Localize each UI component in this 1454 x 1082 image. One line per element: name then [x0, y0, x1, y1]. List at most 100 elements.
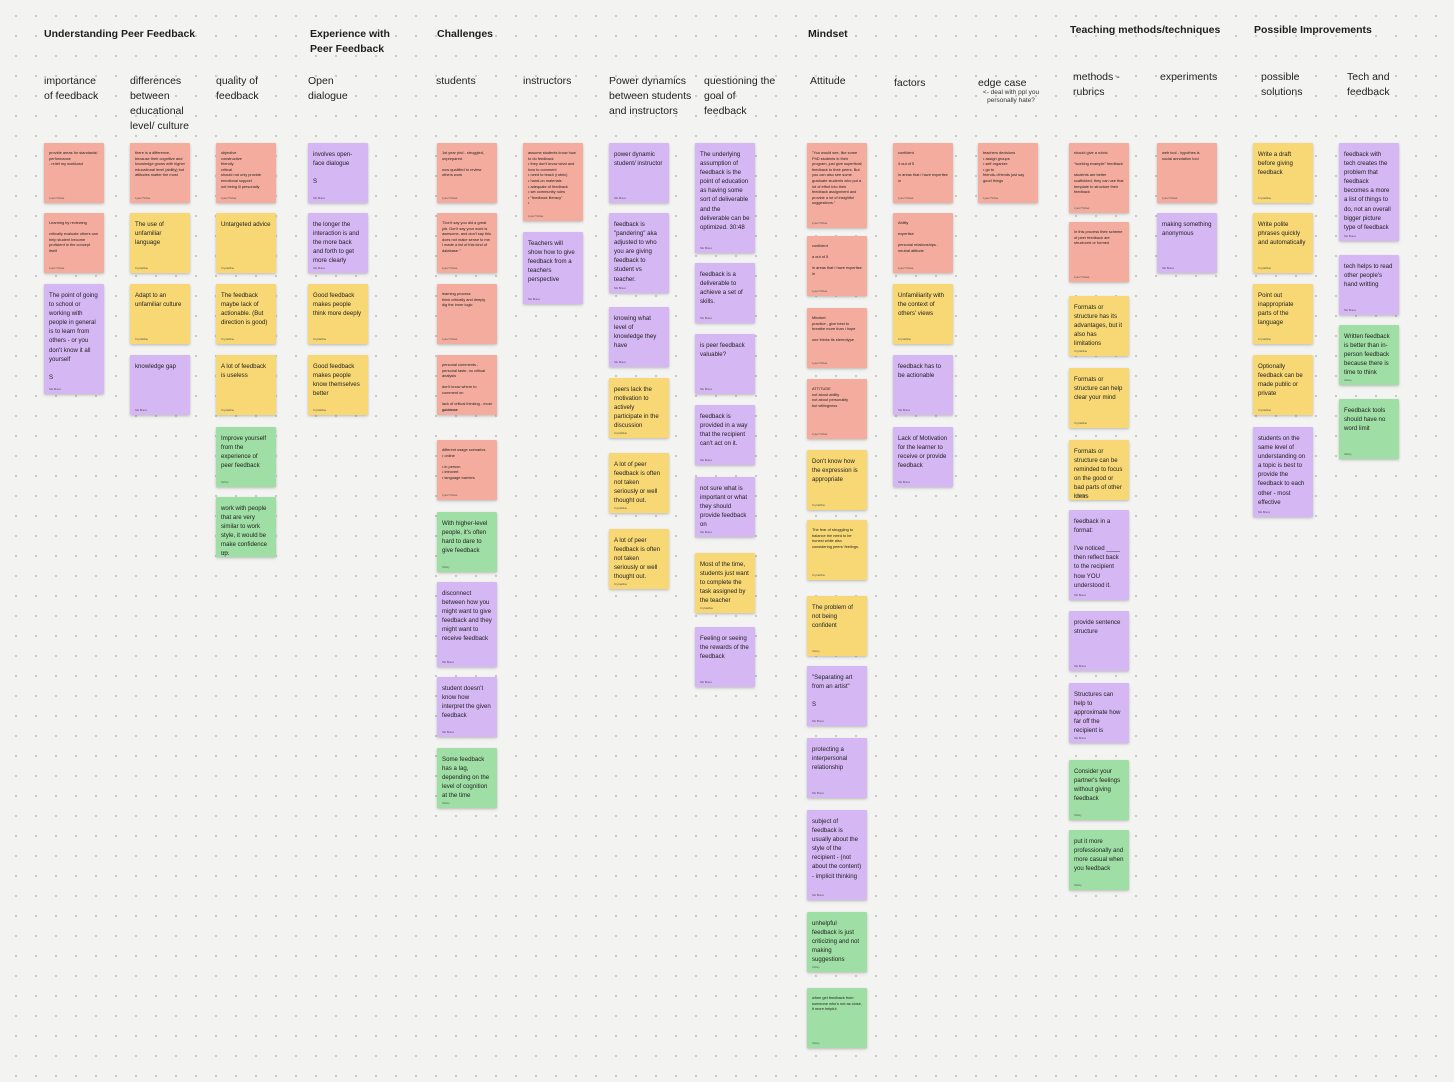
sticky-note[interactable]: The point of going to school or working … [44, 284, 104, 394]
sticky-note[interactable]: "You would see, like some PhD students i… [807, 143, 867, 228]
sticky-note[interactable]: tech helps to read other people's hand w… [1339, 255, 1399, 315]
sticky-note-author: Crystalline [812, 503, 826, 507]
sticky-note[interactable]: Formats or structure has its advantages,… [1069, 296, 1129, 356]
sticky-note[interactable]: is peer feedback valuable? Nik Bravo [695, 334, 755, 394]
sticky-note[interactable]: confident 4 out of 5 in areas that i hav… [893, 143, 953, 203]
sticky-note[interactable]: The underlying assumption of feedback is… [695, 143, 755, 253]
sticky-note-author: Nik Bravo [442, 730, 455, 734]
sticky-note[interactable]: The problem of not being confident Velmy [807, 596, 867, 656]
sticky-note[interactable]: web tool - hypothes.is social annotation… [1157, 143, 1217, 203]
column-header-questioning: questioning the goal of feedback [704, 75, 776, 117]
sticky-note[interactable]: ATTITUDE not about ability not about per… [807, 379, 867, 439]
sticky-note[interactable]: Optionally feedback can be made public o… [1253, 355, 1313, 415]
sticky-note-text: Consider your partner's feelings without… [1074, 768, 1121, 803]
sticky-note[interactable]: teachers decisions • assign groups • sel… [978, 143, 1038, 203]
sticky-note[interactable]: assume students know how to do feedback … [523, 143, 583, 221]
sticky-note-author: Crystalline [614, 582, 628, 586]
sticky-note[interactable]: peers lack the motivation to actively pa… [609, 378, 669, 438]
sticky-note[interactable]: A lot of peer feedback is often not take… [609, 529, 669, 589]
sticky-note[interactable]: put it more professionally and more casu… [1069, 830, 1129, 890]
sticky-note[interactable]: Some feedback has a lag, depending on th… [437, 748, 497, 808]
sticky-note[interactable]: Write a draft before giving feedback Crys… [1253, 143, 1313, 203]
sticky-note[interactable]: should give a rubric "working example" f… [1069, 143, 1129, 213]
sticky-note-author: Lysel Tishas [812, 289, 828, 293]
sticky-note-text: feedback has to be actionable [898, 363, 942, 380]
sticky-note[interactable]: Write polite phrases quickly and automat… [1253, 213, 1313, 273]
sticky-note[interactable]: Structures can help to approximate how f… [1069, 683, 1129, 743]
sticky-note-text: the longer the interaction is and the mo… [313, 221, 360, 265]
sticky-note[interactable]: feedback with tech creates the problem t… [1339, 143, 1399, 241]
sticky-note-author: Lysel Tishas [812, 432, 828, 436]
sticky-note[interactable]: work with people that are very similar t… [216, 497, 276, 557]
sticky-note-text: there is a difference, because their cog… [135, 150, 185, 178]
sticky-note[interactable]: confident a out of 5 in areas that i hav… [807, 236, 867, 296]
sticky-note[interactable]: not sure what is important or what they … [695, 477, 755, 537]
sticky-note[interactable]: feedback in a format: I've noticed ____ … [1069, 510, 1129, 600]
sticky-note-text: The feedback maybe lack of actionable. (… [221, 292, 268, 327]
sticky-note[interactable]: Point out inappropriate parts of the lan… [1253, 284, 1313, 344]
sticky-note[interactable]: involves open-face dialogue S Nik Bravo [308, 143, 368, 203]
sticky-note[interactable]: feedback is a deliverable to achieve a s… [695, 263, 755, 323]
sticky-note[interactable]: Written feedback is better than in-perso… [1339, 325, 1399, 385]
sticky-note[interactable]: knowledge gap Nik Bravo [130, 355, 190, 415]
sticky-note[interactable]: provide areas for standards/ performance… [44, 143, 104, 203]
sticky-note[interactable]: In this process their scheme of peer fee… [1069, 222, 1129, 282]
section-title-improvements: Possible Improvements [1254, 24, 1372, 36]
sticky-note[interactable]: The feedback maybe lack of actionable. (… [216, 284, 276, 344]
sticky-note[interactable]: there is a difference, because their cog… [130, 143, 190, 203]
sticky-note[interactable]: unhelpful feedback is just criticizing a… [807, 912, 867, 972]
sticky-note[interactable]: Good feedback makes people know themselv… [308, 355, 368, 415]
sticky-note[interactable]: Consider your partner's feelings without… [1069, 760, 1129, 820]
sticky-note[interactable]: A lot of peer feedback is often not take… [609, 453, 669, 513]
sticky-note[interactable]: feedback is provided in a way that the r… [695, 405, 755, 465]
sticky-note[interactable]: "Don't say you did a great job. Don't sa… [437, 213, 497, 273]
sticky-note[interactable]: Learning by reviewing critically evaluat… [44, 213, 104, 273]
sticky-note[interactable]: Formats or structure can help clear your… [1069, 368, 1129, 428]
sticky-note[interactable]: Untargeted advice Crystalline [216, 213, 276, 273]
sticky-note-author: Crystalline [614, 431, 628, 435]
sticky-note[interactable]: 1st year phd - struggled, unprepared now… [437, 143, 497, 203]
section-title-experience: Experience with Peer Feedback [310, 28, 390, 55]
sticky-note[interactable]: different usage scenarios • online • in … [437, 440, 497, 500]
sticky-note[interactable]: Unfamiliarity with the context of others… [893, 284, 953, 344]
sticky-note[interactable]: objective constructive friendly critical… [216, 143, 276, 203]
sticky-note-text: objective constructive friendly critical… [221, 150, 262, 189]
sticky-note[interactable]: the longer the interaction is and the mo… [308, 213, 368, 273]
sticky-note[interactable]: personal comments - personal taste, no c… [437, 355, 497, 415]
sticky-note[interactable]: student doesn't know how interpret the g… [437, 677, 497, 737]
sticky-note-author: Nik Bravo [700, 246, 713, 250]
sticky-note[interactable]: protecting a interpersonal relationship N… [807, 738, 867, 798]
sticky-note[interactable]: Formats or structure can be reminded to … [1069, 440, 1129, 500]
sticky-note[interactable]: Don't know how the expression is appropr… [807, 450, 867, 510]
sticky-note[interactable]: Feeling or seeing the rewards of the fee… [695, 627, 755, 687]
sticky-note[interactable]: Most of the time, students just want to … [695, 553, 755, 613]
sticky-note[interactable]: knowing what level of knowledge they hav… [609, 307, 669, 367]
sticky-note[interactable]: Teachers will show how to give feedback … [523, 232, 583, 304]
sticky-note-text: 1st year phd - struggled, unprepared now… [442, 150, 484, 178]
sticky-note[interactable]: provide sentence structure Nik Bravo [1069, 611, 1129, 671]
sticky-note-author: Crystalline [135, 337, 149, 341]
sticky-note[interactable]: A lot of feedback is useless Crystalline [216, 355, 276, 415]
sticky-note[interactable]: Mindset practice - give best to breathe … [807, 308, 867, 368]
sticky-note[interactable]: students on the same level of understand… [1253, 427, 1313, 517]
sticky-note[interactable]: Feedback tools should have no word limit… [1339, 399, 1399, 459]
sticky-note[interactable]: Ability expertise personal relationships… [893, 213, 953, 273]
sticky-note[interactable]: The fear of struggling to balance the ne… [807, 520, 867, 580]
sticky-note[interactable]: learning process think critically and de… [437, 284, 497, 344]
sticky-note[interactable]: Improve yourself from the experience of … [216, 427, 276, 487]
sticky-note[interactable]: Good feedback makes people think more de… [308, 284, 368, 344]
sticky-note[interactable]: Adapt to an unfamiliar culture Crystallin… [130, 284, 190, 344]
sticky-note[interactable]: The use of unfamiliar language Crystallin… [130, 213, 190, 273]
sticky-note[interactable]: disconnect between how you might want to… [437, 582, 497, 667]
sticky-note[interactable]: power dynamic student/ instructor Nik Bra… [609, 143, 669, 203]
sticky-note[interactable]: when get feedback from someone who's not… [807, 988, 867, 1048]
sticky-note[interactable]: feedback is "pandering" aka adjusted to … [609, 213, 669, 293]
sticky-note[interactable]: Lack of Motivation for the learner to re… [893, 427, 953, 487]
sticky-note[interactable]: With higher-level people, it's often har… [437, 512, 497, 572]
column-header-methods: methods - rubrics [1073, 71, 1120, 98]
sticky-note[interactable]: "Separating art from an artist" S Nik Bra… [807, 666, 867, 726]
sticky-note[interactable]: subject of feedback is usually about the… [807, 810, 867, 900]
sticky-note[interactable]: feedback has to be actionable Nik Bravo [893, 355, 953, 415]
sticky-note[interactable]: making something anonymous Nik Bravo [1157, 213, 1217, 273]
